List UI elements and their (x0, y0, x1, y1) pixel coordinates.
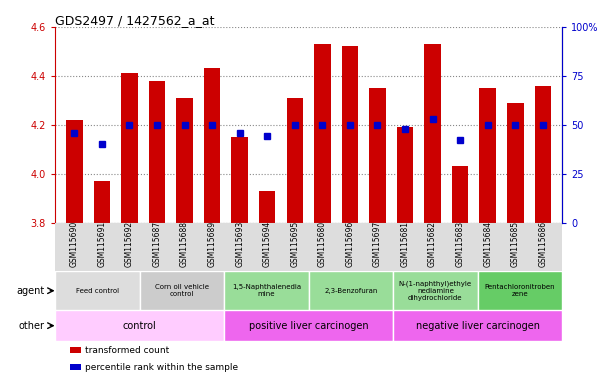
Bar (507, 103, 524, 223)
Bar (259, 191, 276, 223)
Text: GDS2497 / 1427562_a_at: GDS2497 / 1427562_a_at (55, 14, 214, 27)
Text: percentile rank within the sample: percentile rank within the sample (86, 363, 238, 372)
Bar (452, 166, 469, 223)
Text: control: control (123, 321, 156, 331)
Bar (480, 88, 496, 223)
Text: Feed control: Feed control (76, 288, 119, 294)
Bar (397, 127, 413, 223)
Bar (478, 271, 562, 310)
Bar (70, 364, 81, 371)
Bar (55, 271, 139, 310)
Bar (176, 98, 193, 223)
Text: other: other (19, 321, 45, 331)
Bar (287, 98, 303, 223)
Bar (314, 44, 331, 223)
Bar (55, 310, 224, 341)
Bar (139, 271, 224, 310)
Text: transformed count: transformed count (86, 346, 170, 354)
Bar (393, 310, 562, 341)
Text: N-(1-naphthyl)ethyle
nediamine
dihydrochloride: N-(1-naphthyl)ethyle nediamine dihydroch… (399, 280, 472, 301)
Text: 1,5-Naphthalenedia
mine: 1,5-Naphthalenedia mine (232, 284, 301, 297)
Text: Pentachloronitroben
zene: Pentachloronitroben zene (485, 284, 555, 297)
Bar (93, 181, 110, 223)
Text: agent: agent (16, 286, 45, 296)
Bar (424, 44, 441, 223)
Bar (232, 137, 248, 223)
Text: negative liver carcinogen: negative liver carcinogen (415, 321, 540, 331)
Text: 2,3-Benzofuran: 2,3-Benzofuran (324, 288, 378, 294)
Bar (342, 46, 358, 223)
Bar (204, 68, 221, 223)
Bar (148, 81, 165, 223)
Bar (66, 120, 82, 223)
Bar (224, 271, 309, 310)
Bar (121, 73, 137, 223)
Text: Corn oil vehicle
control: Corn oil vehicle control (155, 284, 209, 297)
Bar (393, 271, 478, 310)
Bar (535, 86, 551, 223)
Bar (224, 310, 393, 341)
Text: positive liver carcinogen: positive liver carcinogen (249, 321, 368, 331)
Bar (309, 271, 393, 310)
Bar (70, 347, 81, 353)
Bar (369, 88, 386, 223)
